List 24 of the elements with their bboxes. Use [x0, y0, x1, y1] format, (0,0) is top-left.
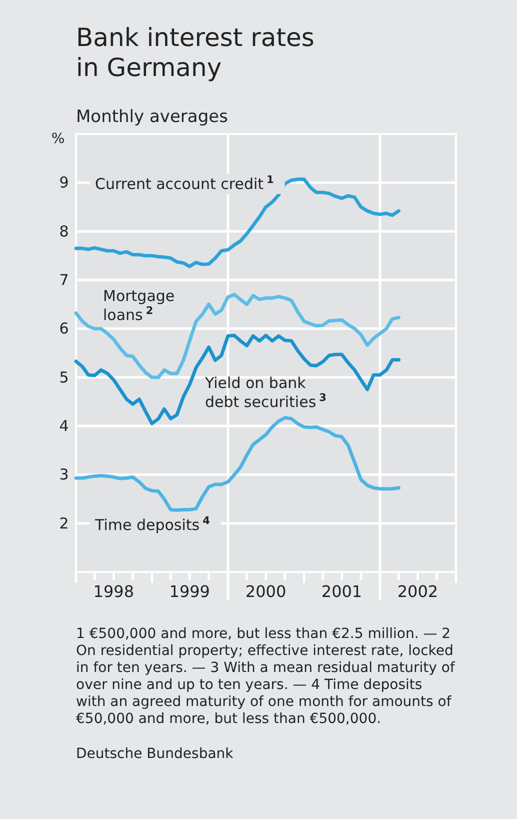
y-tick-label: 9: [59, 174, 69, 192]
y-tick-label: 8: [59, 222, 69, 240]
y-tick-label: 5: [59, 368, 69, 386]
series-label: Mortgage loans$^{2}$: [103, 287, 175, 324]
x-tick-label: 2001: [321, 582, 362, 601]
y-tick-label: 4: [59, 417, 69, 435]
text: 1 €500,000 and more, but less than €2.5 million. — 2 On residential property; effective interest rate, locked in for ten years. — 3 With a mean residual maturity of over nine and up to ten years. — 4 Time deposits with an agreed maturity of one month for amounts of €50,000 and more, but less than €500,000.: [76, 626, 456, 727]
series-label: Current account credit$^{1}$: [95, 174, 274, 193]
y-tick-label: 2: [59, 514, 69, 532]
x-tick-label: 1998: [93, 582, 134, 601]
line-series: [74, 334, 400, 426]
series-label: Time deposits$^{4}$: [94, 515, 210, 534]
text: Deutsche Bundesbank: [76, 746, 234, 762]
series-label: Yield on bank debt securities$^{3}$: [204, 374, 326, 411]
line-series: [74, 416, 400, 512]
y-tick-label: 7: [59, 271, 69, 289]
x-tick-label: 2000: [245, 582, 286, 601]
x-tick-label: 1999: [169, 582, 210, 601]
y-tick-label: 3: [59, 466, 69, 484]
x-tick-label: 2002: [397, 582, 438, 601]
y-axis-title: %: [51, 131, 65, 147]
y-tick-label: 6: [59, 320, 69, 338]
chart-title: Bank interest rates in Germany: [76, 23, 314, 82]
chart-subtitle: Monthly averages: [76, 107, 228, 127]
